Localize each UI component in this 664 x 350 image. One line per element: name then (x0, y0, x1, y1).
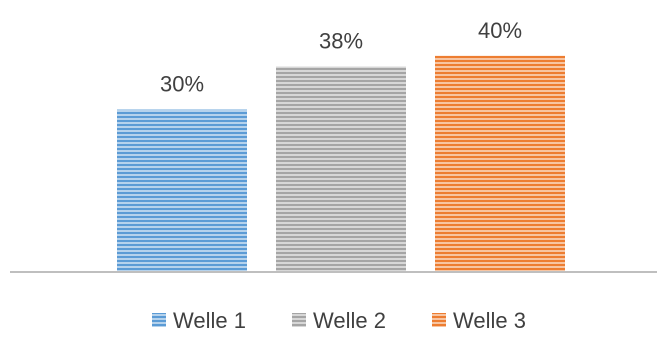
bars-layer (117, 55, 565, 272)
bar-welle-3 (435, 55, 565, 272)
legend-label: Welle 2 (313, 308, 386, 333)
value-labels-layer: 30% 38% 40% (160, 18, 522, 97)
data-label-welle-1: 30% (160, 72, 204, 97)
legend-item-welle-2: Welle 2 (292, 308, 386, 333)
bar-welle-2 (276, 66, 406, 272)
legend-label: Welle 1 (173, 308, 246, 333)
legend-swatch (432, 313, 446, 327)
data-label-welle-2: 38% (319, 29, 363, 54)
bar-welle-1 (117, 109, 247, 271)
legend-item-welle-1: Welle 1 (152, 308, 246, 333)
legend-label: Welle 3 (453, 308, 526, 333)
legend: Welle 1 Welle 2 Welle 3 (152, 308, 526, 333)
legend-swatch (152, 313, 166, 327)
data-label-welle-3: 40% (478, 18, 522, 43)
legend-swatch (292, 313, 306, 327)
legend-item-welle-3: Welle 3 (432, 308, 526, 333)
